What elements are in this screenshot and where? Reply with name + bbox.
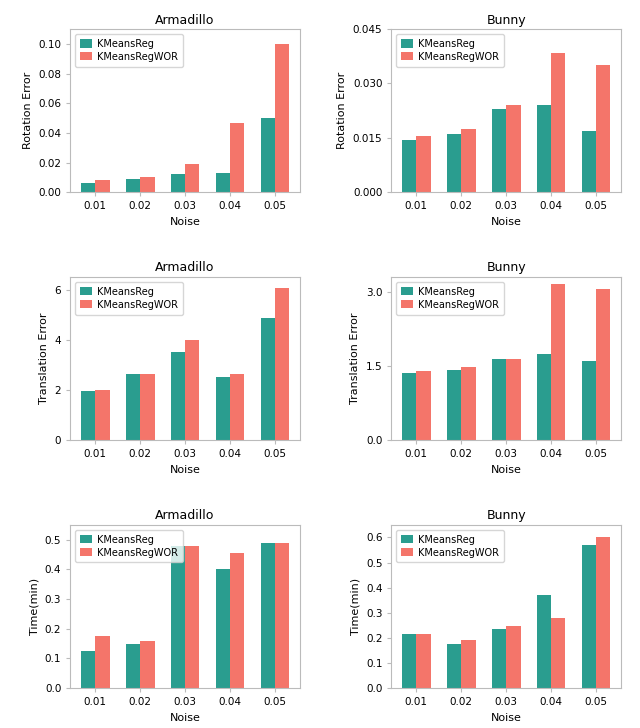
Bar (81, 183, 95, 192)
Bar (551, 285, 566, 440)
Bar (125, 179, 140, 192)
Bar (171, 352, 185, 440)
Y-axis label: Translation Error: Translation Error (39, 313, 49, 404)
Bar (537, 595, 551, 688)
Bar (95, 181, 109, 192)
Bar (416, 136, 431, 192)
Bar (81, 391, 95, 440)
Bar (582, 361, 596, 440)
Bar (275, 44, 289, 192)
Y-axis label: Rotation Error: Rotation Error (23, 72, 33, 149)
Bar (506, 627, 520, 688)
X-axis label: Noise: Noise (170, 217, 200, 227)
Bar (551, 52, 566, 192)
Bar (402, 373, 416, 440)
Bar (171, 546, 185, 688)
Y-axis label: Time(min): Time(min) (350, 578, 360, 635)
Title: Bunny: Bunny (486, 14, 526, 26)
Y-axis label: Translation Error: Translation Error (350, 313, 360, 404)
Legend: KMeansReg, KMeansRegWOR: KMeansReg, KMeansRegWOR (76, 282, 182, 314)
Bar (260, 118, 275, 192)
Bar (492, 358, 506, 440)
Bar (402, 634, 416, 688)
Bar (260, 542, 275, 688)
Bar (582, 130, 596, 192)
Legend: KMeansReg, KMeansRegWOR: KMeansReg, KMeansRegWOR (396, 530, 504, 563)
Legend: KMeansReg, KMeansRegWOR: KMeansReg, KMeansRegWOR (396, 34, 504, 67)
Bar (185, 164, 200, 192)
Bar (95, 636, 109, 688)
X-axis label: Noise: Noise (491, 464, 522, 475)
Bar (416, 634, 431, 688)
Bar (506, 358, 520, 440)
Bar (125, 644, 140, 688)
Title: Bunny: Bunny (486, 510, 526, 522)
Legend: KMeansReg, KMeansRegWOR: KMeansReg, KMeansRegWOR (76, 530, 182, 563)
Bar (260, 318, 275, 440)
X-axis label: Noise: Noise (170, 713, 200, 723)
Bar (461, 129, 476, 192)
Bar (171, 175, 185, 192)
Title: Bunny: Bunny (486, 261, 526, 274)
Bar (275, 542, 289, 688)
Bar (402, 140, 416, 192)
Bar (81, 651, 95, 688)
Bar (230, 553, 244, 688)
Bar (416, 371, 431, 440)
X-axis label: Noise: Noise (491, 217, 522, 227)
Bar (551, 618, 566, 688)
X-axis label: Noise: Noise (491, 713, 522, 723)
Bar (95, 390, 109, 440)
Bar (461, 641, 476, 688)
Bar (125, 373, 140, 440)
Bar (185, 546, 200, 688)
Bar (447, 134, 461, 192)
Legend: KMeansReg, KMeansRegWOR: KMeansReg, KMeansRegWOR (396, 282, 504, 314)
Bar (537, 106, 551, 192)
Bar (216, 173, 230, 192)
Bar (447, 644, 461, 688)
Title: Armadillo: Armadillo (156, 14, 215, 26)
Bar (596, 66, 611, 192)
Bar (461, 367, 476, 440)
X-axis label: Noise: Noise (170, 464, 200, 475)
Bar (140, 641, 154, 688)
Bar (596, 537, 611, 688)
Bar (216, 377, 230, 440)
Bar (185, 340, 200, 440)
Title: Armadillo: Armadillo (156, 261, 215, 274)
Bar (230, 122, 244, 192)
Bar (275, 288, 289, 440)
Legend: KMeansReg, KMeansRegWOR: KMeansReg, KMeansRegWOR (76, 34, 182, 67)
Bar (506, 106, 520, 192)
Bar (492, 109, 506, 192)
Bar (140, 373, 154, 440)
Bar (582, 545, 596, 688)
Title: Armadillo: Armadillo (156, 510, 215, 522)
Bar (140, 178, 154, 192)
Bar (492, 629, 506, 688)
Y-axis label: Time(min): Time(min) (29, 578, 39, 635)
Bar (447, 370, 461, 440)
Bar (230, 373, 244, 440)
Bar (537, 354, 551, 440)
Bar (596, 289, 611, 440)
Bar (216, 569, 230, 688)
Y-axis label: Rotation Error: Rotation Error (337, 72, 348, 149)
